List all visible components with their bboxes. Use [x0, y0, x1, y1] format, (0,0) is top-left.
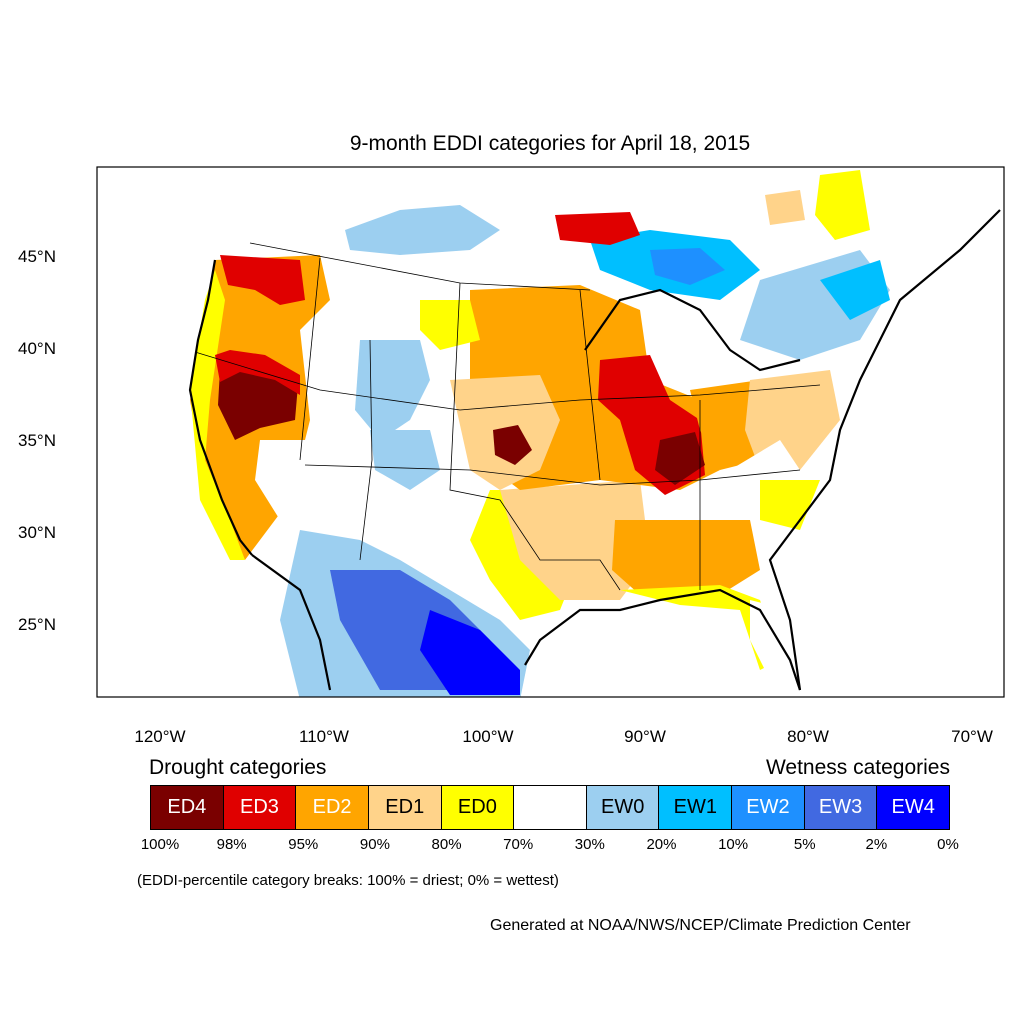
- great-basin-ed3: [215, 350, 300, 395]
- lon-tick-label: 80°W: [787, 727, 829, 746]
- legend-box-ed4: ED4: [151, 786, 224, 829]
- legend-box-ed3: ED3: [223, 786, 297, 829]
- lon-tick-label: 70°W: [951, 727, 993, 746]
- legend-box-ew4: EW4: [877, 786, 950, 829]
- state-boundaries: [194, 242, 821, 591]
- legend-box-ew0: EW0: [586, 786, 660, 829]
- percent-break-label: 90%: [359, 836, 390, 853]
- southeast-yellow: [620, 585, 780, 670]
- percent-break-label: 80%: [431, 836, 462, 853]
- canada-dry-east: [765, 190, 805, 225]
- east-coast-yellow: [760, 480, 820, 530]
- canada-dry-patch: [555, 212, 640, 245]
- appalachian-white: [730, 440, 800, 510]
- percent-break-label: 70%: [503, 836, 534, 853]
- southeast-ed2: [612, 520, 760, 595]
- category-breaks-note: (EDDI-percentile category breaks: 100% =…: [137, 872, 559, 889]
- percent-break-label: 5%: [793, 836, 816, 853]
- legend-box-ew3: EW3: [804, 786, 878, 829]
- percent-break-label: 2%: [865, 836, 888, 853]
- rockies-wet: [355, 340, 430, 440]
- percent-break-label: 98%: [216, 836, 247, 853]
- legend-color-bar: ED4 ED3 ED2 ED1 ED0 EW0 EW1 EW2 EW3 EW4: [150, 785, 950, 830]
- east-ed1: [745, 370, 840, 470]
- lat-tick-label: 30°N: [18, 523, 56, 542]
- lat-tick-label: 40°N: [18, 339, 56, 358]
- percent-break-label: 95%: [288, 836, 319, 853]
- kansas-ed4: [493, 425, 532, 465]
- percent-break-label: 0%: [937, 836, 959, 853]
- lon-tick-label: 100°W: [462, 727, 514, 746]
- canada-yellow-east: [815, 170, 870, 240]
- credit-line: Generated at NOAA/NWS/NCEP/Climate Predi…: [490, 917, 911, 934]
- pnw-ed3: [220, 255, 305, 305]
- southwest-white: [255, 440, 350, 520]
- lat-tick-label: 45°N: [18, 247, 56, 266]
- legend-box-neutral: [514, 786, 587, 829]
- lat-tick-label: 25°N: [18, 615, 56, 634]
- canada-wet-center-dark: [650, 248, 725, 285]
- lat-tick-label: 35°N: [18, 431, 56, 450]
- lon-tick-label: 90°W: [624, 727, 666, 746]
- northeast-wet-2: [820, 260, 890, 320]
- map-border: [96, 166, 1005, 698]
- west-coast-yellow: [190, 270, 245, 560]
- legend-box-ed2: ED2: [296, 786, 369, 829]
- map-title: 9-month EDDI categories for April 18, 20…: [349, 132, 751, 155]
- dakota-yellow: [420, 300, 480, 350]
- legend-box-ed1: ED1: [368, 786, 442, 829]
- wetness-categories-heading: Wetness categories: [765, 756, 950, 779]
- lon-tick-label: 110°W: [299, 727, 349, 746]
- colorado-wet: [370, 430, 440, 490]
- midwest-ed4: [655, 432, 705, 485]
- percent-break-label: 20%: [646, 836, 677, 853]
- drought-categories-heading: Drought categories: [149, 756, 327, 779]
- legend-box-ed0: ED0: [441, 786, 515, 829]
- canada-wet-west: [345, 205, 500, 255]
- coastline-outline: [188, 209, 1001, 691]
- legend-box-ew2: EW2: [732, 786, 805, 829]
- percent-break-label: 10%: [718, 836, 749, 853]
- lon-tick-label: 120°W: [134, 727, 186, 746]
- percent-break-label: 100%: [140, 836, 180, 853]
- florida-white: [750, 600, 800, 690]
- percent-break-label: 30%: [574, 836, 605, 853]
- legend-box-ew1: EW1: [659, 786, 733, 829]
- mexico-ew4: [420, 610, 520, 695]
